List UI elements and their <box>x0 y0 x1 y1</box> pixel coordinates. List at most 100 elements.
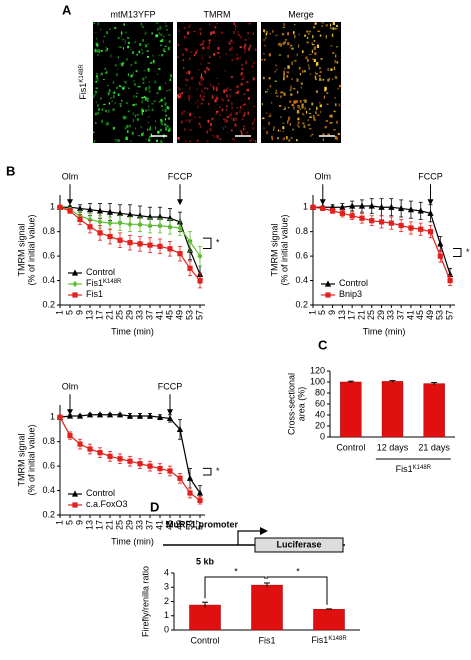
speckle <box>332 52 335 54</box>
speckle <box>203 87 207 90</box>
speckle <box>199 125 202 128</box>
arrow-head <box>427 199 434 206</box>
speckle <box>206 139 209 143</box>
significance-bracket <box>204 576 266 599</box>
speckle <box>325 35 327 39</box>
speckle <box>241 118 244 121</box>
speckle <box>218 106 221 108</box>
speckle <box>161 38 164 42</box>
marker <box>96 411 104 418</box>
marker <box>157 222 163 229</box>
speckle <box>244 50 246 54</box>
speckle <box>253 61 255 65</box>
speckle <box>314 22 317 25</box>
speckle <box>94 90 98 94</box>
speckle <box>144 44 148 48</box>
speckle <box>278 54 282 56</box>
speckle <box>262 117 265 120</box>
speckle <box>228 114 231 118</box>
speckle <box>116 86 118 90</box>
y-tick-label: 0.2 <box>42 299 55 309</box>
x-tick-label: 17 <box>94 520 104 530</box>
y-tick-label: 100 <box>310 376 325 386</box>
speckle <box>331 33 334 37</box>
speckle <box>127 87 130 89</box>
marker <box>76 412 84 419</box>
speckle <box>263 39 266 41</box>
speckle <box>146 98 149 102</box>
marker <box>310 204 316 210</box>
speckle <box>164 118 167 121</box>
speckle <box>121 62 124 67</box>
speckle <box>206 47 209 49</box>
speckle <box>158 86 161 91</box>
marker <box>417 207 424 214</box>
speckle <box>225 115 228 119</box>
speckle <box>124 40 126 44</box>
speckle <box>168 106 170 110</box>
marker <box>96 207 104 214</box>
speckle <box>324 87 327 91</box>
speckle <box>121 99 123 102</box>
speckle <box>292 128 295 131</box>
speckle <box>167 46 171 51</box>
speckle <box>127 73 129 76</box>
marker <box>107 220 113 227</box>
speckle <box>190 76 194 80</box>
speckle <box>219 137 222 141</box>
speckle <box>156 22 159 25</box>
x-tick-label: 53 <box>184 310 194 320</box>
speckle <box>275 34 278 37</box>
y-axis-label: area (%) <box>296 387 306 422</box>
speckle <box>109 28 111 30</box>
speckle <box>126 37 130 39</box>
speckle <box>137 86 140 88</box>
speckle <box>199 44 202 46</box>
x-tick-label: 45 <box>164 310 174 320</box>
arrow-head <box>67 409 73 416</box>
speckle <box>287 42 290 46</box>
speckle <box>319 34 322 37</box>
marker <box>86 411 94 418</box>
marker <box>107 453 113 459</box>
speckle <box>206 66 209 70</box>
speckle <box>151 32 153 35</box>
speckle <box>209 128 212 132</box>
speckle <box>102 40 104 43</box>
speckle <box>159 44 163 47</box>
bar <box>189 604 221 631</box>
marker <box>136 412 144 419</box>
speckle <box>287 54 290 58</box>
speckle <box>130 74 133 78</box>
speckle <box>198 83 201 86</box>
y-tick-label: 0.4 <box>42 485 55 495</box>
marker <box>320 205 326 212</box>
speckle <box>254 48 257 52</box>
y-tick-label: 0 <box>164 624 169 634</box>
speckle <box>147 68 150 72</box>
panel-label: B <box>6 163 15 178</box>
speckle <box>181 111 184 116</box>
speckle <box>202 40 205 43</box>
speckle <box>290 85 292 90</box>
speckle <box>296 110 300 114</box>
speckle <box>144 31 147 35</box>
speckle <box>162 108 164 112</box>
speckle <box>334 75 337 78</box>
y-axis-label: Firefly/renilla ratio <box>140 566 150 637</box>
marker <box>359 215 365 221</box>
speckle <box>336 25 338 27</box>
speckle <box>117 68 119 70</box>
speckle <box>196 88 199 91</box>
speckle <box>201 90 203 93</box>
speckle <box>246 88 250 92</box>
speckle <box>271 135 273 139</box>
annotation: Olm <box>62 382 79 392</box>
speckle <box>163 96 166 100</box>
speckle <box>244 112 246 116</box>
speckle <box>295 100 298 104</box>
speckle <box>308 32 310 35</box>
legend-marker <box>324 280 332 287</box>
speckle <box>149 127 152 131</box>
speckle <box>216 135 219 139</box>
